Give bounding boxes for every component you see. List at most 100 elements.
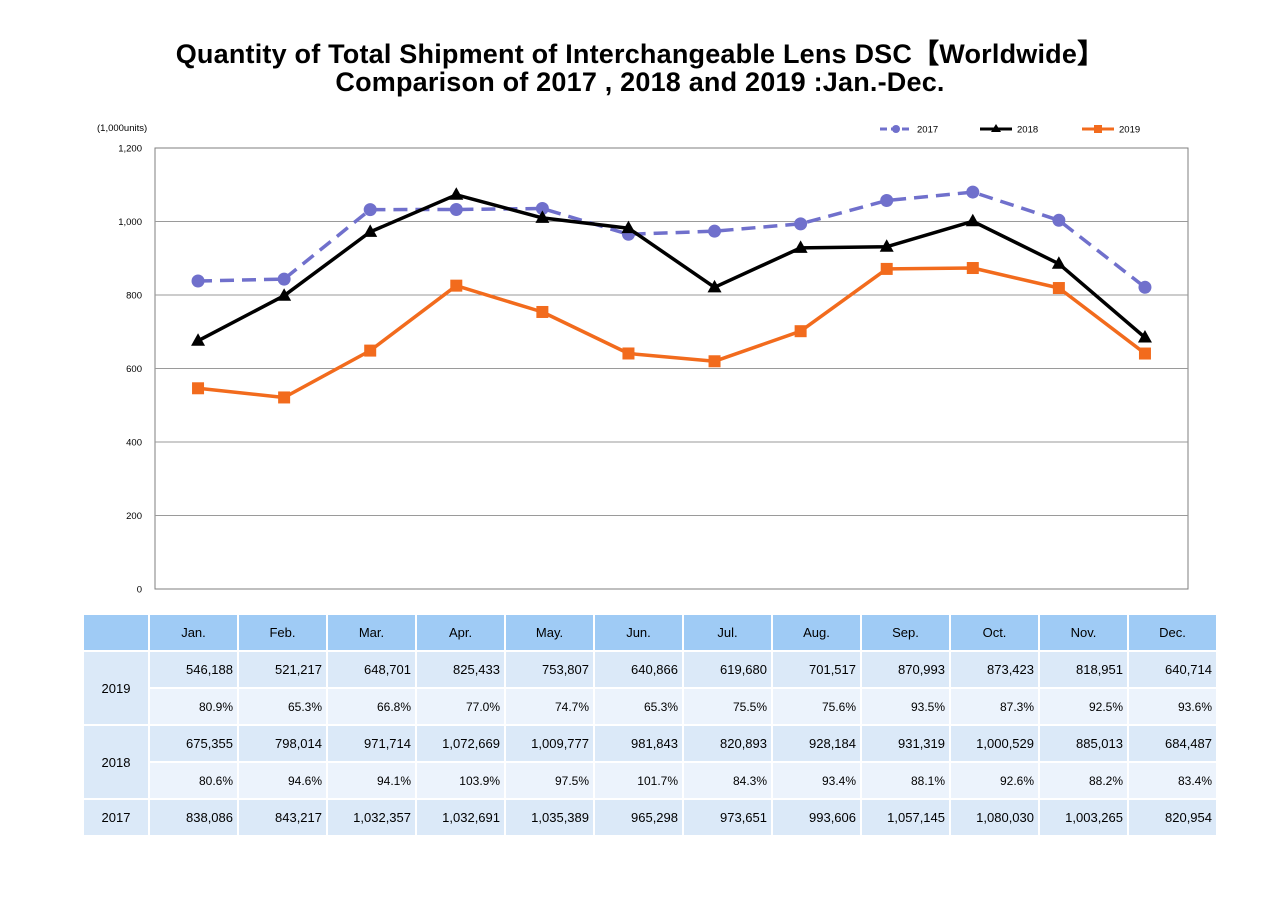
- month-header: Jun.: [595, 615, 682, 650]
- data-point-2018: [707, 279, 722, 293]
- units-cell: 993,606: [773, 800, 860, 835]
- units-cell: 1,072,669: [417, 726, 504, 761]
- percent-cell: 83.4%: [1129, 763, 1216, 798]
- percent-cell: 75.5%: [684, 689, 771, 724]
- units-cell: 675,355: [150, 726, 237, 761]
- percent-cell: 80.6%: [150, 763, 237, 798]
- units-cell: 1,009,777: [506, 726, 593, 761]
- month-header: Nov.: [1040, 615, 1127, 650]
- percent-cell: 65.3%: [239, 689, 326, 724]
- data-point-2017: [1138, 280, 1152, 294]
- y-tick-label: 1,200: [118, 144, 142, 155]
- units-cell: 973,651: [684, 800, 771, 835]
- data-point-2019: [708, 355, 721, 368]
- units-cell: 1,080,030: [951, 800, 1038, 835]
- data-point-2019: [966, 262, 979, 275]
- units-cell: 1,000,529: [951, 726, 1038, 761]
- table-row-units: 2019 546,188 521,217 648,701 825,433 753,807 6…: [84, 652, 1216, 724]
- units-cell: 798,014: [239, 726, 326, 761]
- y-tick-label: 400: [126, 438, 142, 449]
- percent-cell: 97.5%: [506, 763, 593, 798]
- units-cell: 873,423: [951, 652, 1038, 687]
- y-tick-label: 800: [126, 291, 142, 302]
- units-cell: 640,866: [595, 652, 682, 687]
- percent-cell: 77.0%: [417, 689, 504, 724]
- series-line-2019: [197, 266, 1147, 400]
- series-line-2017: [197, 190, 1147, 289]
- year-label: 2017: [84, 800, 148, 835]
- percent-cell: 94.6%: [239, 763, 326, 798]
- units-cell: 820,954: [1129, 800, 1216, 835]
- percent-cell: 66.8%: [328, 689, 415, 724]
- units-cell: 971,714: [328, 726, 415, 761]
- month-header: Apr.: [417, 615, 504, 650]
- units-cell: 931,319: [862, 726, 949, 761]
- data-point-2019: [536, 305, 549, 318]
- series-line-2018: [197, 193, 1147, 343]
- data-point-2018: [363, 224, 378, 237]
- chart-title-line-1: Quantity of Total Shipment of Interchang…: [175, 39, 1105, 69]
- data-point-2018: [277, 288, 292, 301]
- percent-cell: 84.3%: [684, 763, 771, 798]
- data-point-2019: [364, 344, 377, 357]
- units-cell: 640,714: [1129, 652, 1216, 687]
- data-point-2018: [191, 333, 206, 346]
- data-point-2017: [363, 203, 377, 217]
- data-point-2017: [708, 224, 722, 238]
- units-cell: 648,701: [328, 652, 415, 687]
- units-cell: 825,433: [417, 652, 504, 687]
- percent-cell: 94.1%: [328, 763, 415, 798]
- data-point-2018: [535, 210, 550, 223]
- units-cell: 701,517: [773, 652, 860, 687]
- units-cell: 928,184: [773, 726, 860, 761]
- data-point-2017: [191, 274, 205, 288]
- legend-label-2017: 2017: [917, 125, 938, 136]
- legend-marker-2019: [1094, 125, 1102, 133]
- units-cell: 1,057,145: [862, 800, 949, 835]
- y-tick-label: 0: [137, 585, 142, 596]
- data-point-2017: [966, 185, 980, 199]
- units-cell: 838,086: [150, 800, 237, 835]
- units-cell: 546,188: [150, 652, 237, 687]
- percent-cell: 101.7%: [595, 763, 682, 798]
- units-cell: 818,951: [1040, 652, 1127, 687]
- percent-cell: 93.5%: [862, 689, 949, 724]
- line-chart: 0 200 400 600 800 1,000 1,200 (1,000units) 2017 2…: [97, 123, 1189, 596]
- y-tick-label: 1,000: [118, 217, 142, 228]
- data-point-2017: [1052, 213, 1066, 227]
- table-row-percent: 80.6% 94.6% 94.1% 103.9% 97.5% 101.7% 84.3% 93.…: [84, 763, 1216, 798]
- data-point-2018: [965, 213, 980, 227]
- units-cell: 521,217: [239, 652, 326, 687]
- units-cell: 1,035,389: [506, 800, 593, 835]
- legend-label-2019: 2019: [1119, 125, 1140, 136]
- percent-cell: 75.6%: [773, 689, 860, 724]
- percent-cell: 93.4%: [773, 763, 860, 798]
- data-point-2017: [277, 272, 291, 286]
- data-point-2019: [794, 325, 807, 338]
- data-point-2019: [880, 262, 893, 275]
- y-unit-label: (1,000units): [97, 123, 147, 134]
- units-cell: 885,013: [1040, 726, 1127, 761]
- y-tick-label: 600: [126, 364, 142, 375]
- percent-cell: 88.1%: [862, 763, 949, 798]
- percent-cell: 88.2%: [1040, 763, 1127, 798]
- data-point-2017: [794, 217, 808, 231]
- table-row-units: 2018 675,355 798,014 971,714 1,072,669 1,009,…: [84, 726, 1216, 798]
- percent-cell: 92.6%: [951, 763, 1038, 798]
- data-point-2018: [1137, 329, 1152, 343]
- data-point-2018: [1051, 256, 1066, 269]
- percent-cell: 87.3%: [951, 689, 1038, 724]
- data-point-2017: [880, 193, 894, 207]
- percent-cell: 93.6%: [1129, 689, 1216, 724]
- data-point-2019: [622, 347, 635, 360]
- data-table: Jan. Feb. Mar. Apr. May. Jun. Jul. Aug. Sep. Oct.…: [82, 613, 1218, 837]
- month-header: Mar.: [328, 615, 415, 650]
- data-point-2019: [192, 382, 205, 395]
- month-header: Jan.: [150, 615, 237, 650]
- data-point-2018: [793, 240, 808, 253]
- month-header: Jul.: [684, 615, 771, 650]
- data-point-2018: [449, 187, 464, 200]
- year-label: 2018: [84, 726, 148, 798]
- units-cell: 753,807: [506, 652, 593, 687]
- percent-cell: 103.9%: [417, 763, 504, 798]
